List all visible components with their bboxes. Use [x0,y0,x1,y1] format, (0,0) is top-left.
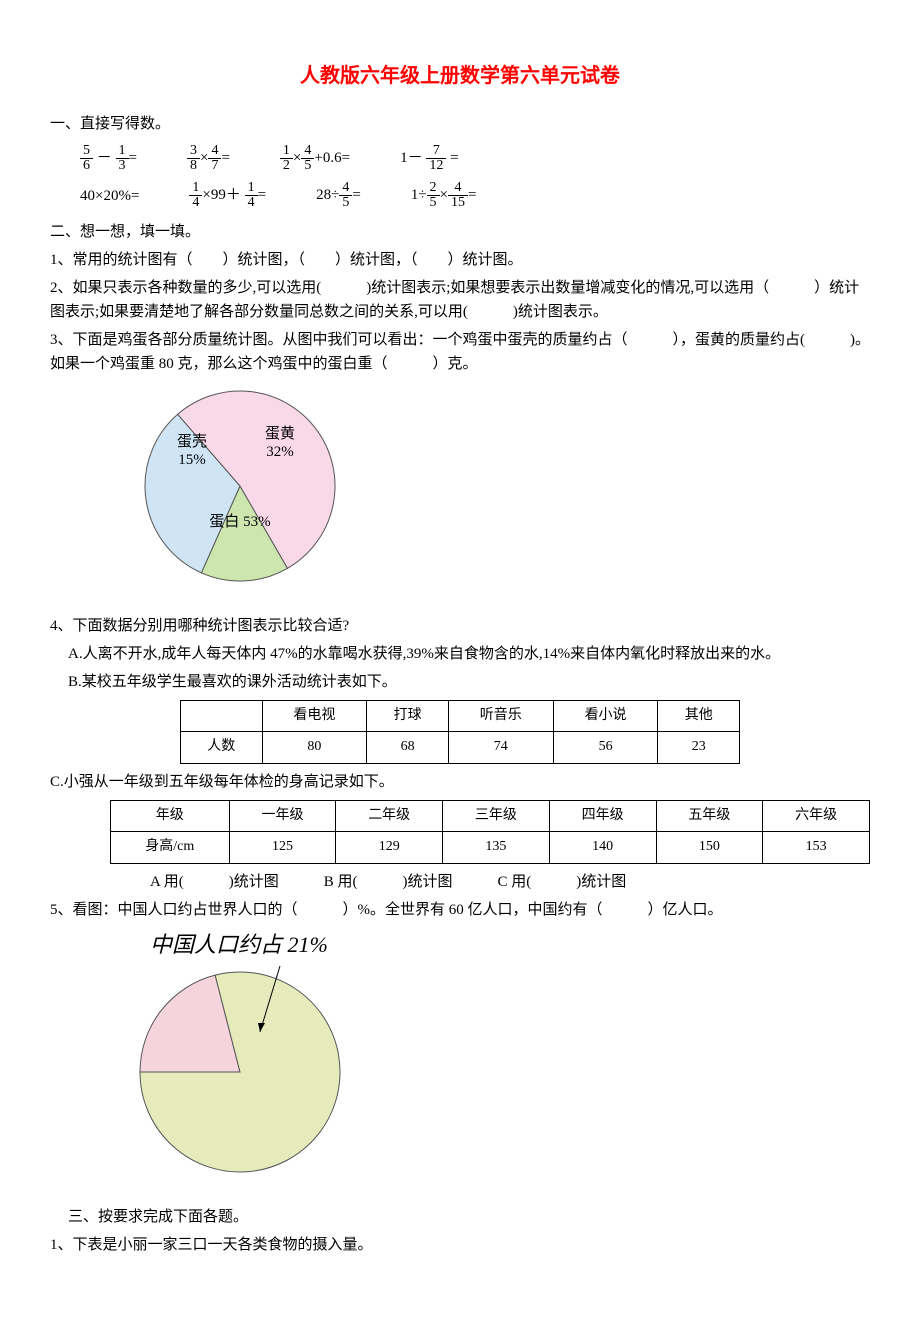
q4-answers: A 用( )统计图 B 用( )统计图 C 用( )统计图 [150,870,870,894]
expr: 28÷45= [316,181,361,210]
expr: 1÷25×415= [411,181,477,210]
cell: 三年级 [443,800,550,831]
svg-text:32%: 32% [266,444,294,460]
q4-b: B.某校五年级学生最喜欢的课外活动统计表如下。 [68,670,870,694]
page-title: 人教版六年级上册数学第六单元试卷 [50,60,870,92]
china-pie-title: 中国人口约占 21% [150,927,870,962]
cell: 年级 [111,800,230,831]
table-row: 身高/cm 125 129 135 140 150 153 [111,832,870,863]
cell: 六年级 [763,800,870,831]
cell: 125 [229,832,336,863]
q5: 5、看图：中国人口约占世界人口的（ ）%。全世界有 60 亿人口，中国约有（ ）… [50,898,870,922]
svg-text:蛋黄: 蛋黄 [265,425,295,442]
china-pie-svg [130,962,370,1187]
expr: 14×99＋ 14= [189,181,266,210]
expr: 56 － 13= [80,144,137,173]
math-row-1: 56 － 13= 38×47= 12×45+0.6= 1－ 712 = [80,144,870,173]
cell: 80 [262,732,367,763]
cell: 看小说 [553,701,658,732]
expr: 12×45+0.6= [280,144,350,173]
section-3: 三、按要求完成下面各题。 [68,1205,870,1229]
sec3-heading: 三、按要求完成下面各题。 [68,1205,870,1229]
q2: 2、如果只表示各种数量的多少,可以选用( )统计图表示;如果想要表示出数量增减变… [50,276,870,324]
table-c: 年级 一年级 二年级 三年级 四年级 五年级 六年级 身高/cm 125 129… [110,800,870,864]
cell: 68 [367,732,449,763]
cell: 一年级 [229,800,336,831]
table-row: 看电视 打球 听音乐 看小说 其他 [181,701,740,732]
cell: 140 [549,832,656,863]
cell: 打球 [367,701,449,732]
section-2: 二、想一想，填一填。 1、常用的统计图有（ ）统计图，（ ）统计图，（ ）统计图… [50,220,870,1195]
cell: 135 [443,832,550,863]
table-row: 年级 一年级 二年级 三年级 四年级 五年级 六年级 [111,800,870,831]
q1: 1、常用的统计图有（ ）统计图，（ ）统计图，（ ）统计图。 [50,248,870,272]
table-b: 看电视 打球 听音乐 看小说 其他 人数 80 68 74 56 23 [180,700,740,764]
q4-a: A.人离不开水,成年人每天体内 47%的水靠喝水获得,39%来自食物含的水,14… [68,642,870,666]
section-1: 一、直接写得数。 56 － 13= 38×47= 12×45+0.6= 1－ 7… [50,112,870,210]
svg-text:蛋壳: 蛋壳 [177,433,207,450]
china-pie-chart: 中国人口约占 21% [130,927,870,1195]
cell: 人数 [181,732,263,763]
cell: 74 [448,732,553,763]
cell: 23 [658,732,740,763]
cell: 150 [656,832,763,863]
svg-text:蛋白 53%: 蛋白 53% [209,513,270,530]
sec2-heading: 二、想一想，填一填。 [50,220,870,244]
cell: 56 [553,732,658,763]
expr: 1－ 712 = [400,144,458,173]
math-row-2: 40×20%= 14×99＋ 14= 28÷45= 1÷25×415= [80,181,870,210]
egg-pie-svg: 蛋壳 15% 蛋黄 32% 蛋白 53% [130,386,390,596]
q3-text: 3、下面是鸡蛋各部分质量统计图。从图中我们可以看出：一个鸡蛋中蛋壳的质量约占（ … [50,332,870,372]
q3: 3、下面是鸡蛋各部分质量统计图。从图中我们可以看出：一个鸡蛋中蛋壳的质量约占（ … [50,328,870,376]
cell: 二年级 [336,800,443,831]
expr: 40×20%= [80,184,139,208]
cell: 身高/cm [111,832,230,863]
egg-pie-chart: 蛋壳 15% 蛋黄 32% 蛋白 53% [130,386,870,604]
cell: 五年级 [656,800,763,831]
svg-text:15%: 15% [178,452,206,468]
q2-text: 2、如果只表示各种数量的多少,可以选用( )统计图表示;如果想要表示出数量增减变… [50,280,859,320]
cell: 四年级 [549,800,656,831]
expr: 38×47= [187,144,230,173]
q4-prompt: 4、下面数据分别用哪种统计图表示比较合适? [50,614,870,638]
sec1-heading: 一、直接写得数。 [50,112,870,136]
cell: 129 [336,832,443,863]
q4-c: C.小强从一年级到五年级每年体检的身高记录如下。 [50,770,870,794]
table-row: 人数 80 68 74 56 23 [181,732,740,763]
sec3-q1: 1、下表是小丽一家三口一天各类食物的摄入量。 [50,1233,870,1257]
cell [181,701,263,732]
cell: 听音乐 [448,701,553,732]
cell: 153 [763,832,870,863]
cell: 看电视 [262,701,367,732]
cell: 其他 [658,701,740,732]
